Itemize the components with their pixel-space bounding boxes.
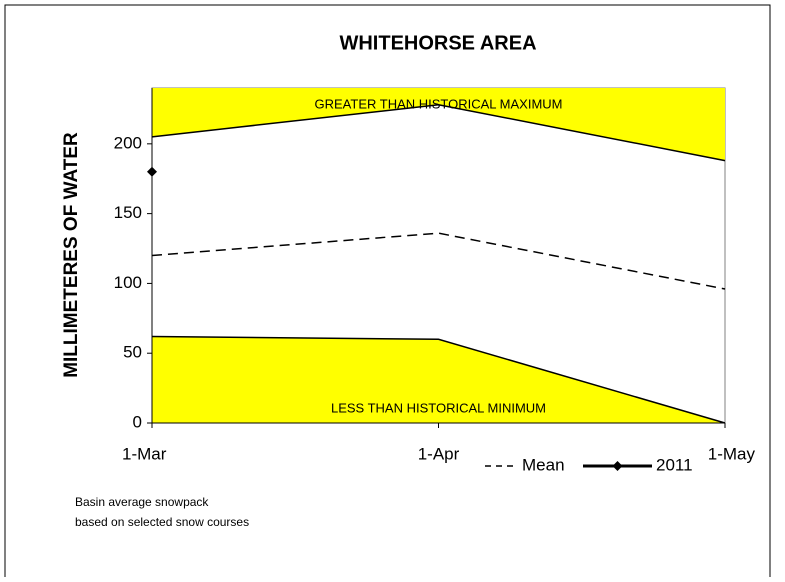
y-tick-label: 100 — [114, 273, 142, 292]
chart-title: WHITEHORSE AREA — [339, 32, 536, 54]
y-tick-label: 150 — [114, 203, 142, 222]
note: Basin average snowpack — [75, 495, 209, 509]
max-band — [152, 88, 725, 161]
min-line — [151, 335, 726, 424]
min-band — [152, 336, 725, 423]
y-tick-label: 0 — [133, 412, 142, 431]
note: based on selected snow courses — [75, 515, 249, 529]
annotation: LESS THAN HISTORICAL MINIMUM — [331, 400, 546, 415]
legend-label: 2011 — [656, 455, 693, 474]
y-axis-label: MILLIMETERES OF WATER — [61, 132, 82, 378]
max-line — [151, 103, 726, 162]
x-tick-label: 1-May — [708, 444, 756, 463]
y-tick-label: 50 — [123, 343, 142, 362]
legend-marker — [612, 461, 623, 471]
x-tick-label: 1-Mar — [122, 444, 167, 463]
annotation: GREATER THAN HISTORICAL MAXIMUM — [315, 96, 563, 111]
series-marker — [147, 166, 157, 177]
legend-label: Mean — [522, 455, 565, 474]
y-tick-label: 200 — [114, 133, 142, 152]
x-tick-label: 1-Apr — [418, 444, 460, 463]
series-line — [151, 232, 726, 290]
